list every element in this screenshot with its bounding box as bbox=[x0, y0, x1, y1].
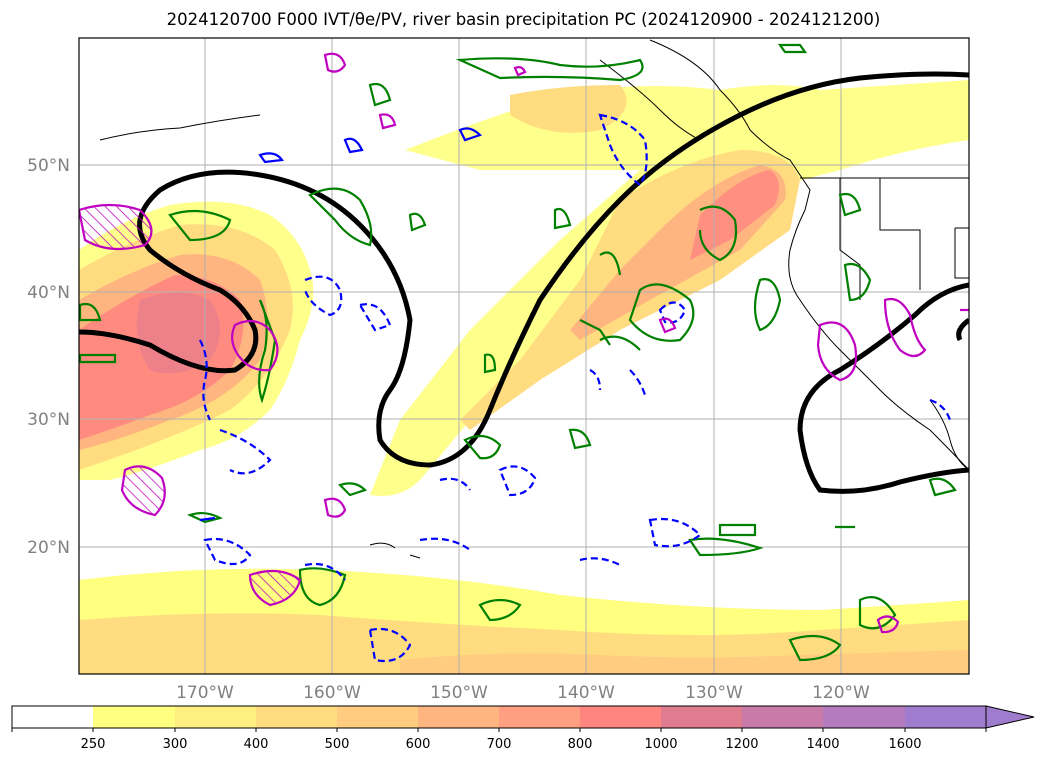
ivt-shading-layer bbox=[79, 80, 969, 674]
lat-label: 50°N bbox=[27, 156, 70, 176]
colorbar-swatch bbox=[580, 706, 661, 728]
colorbar-tick-label: 1400 bbox=[806, 737, 839, 752]
pv-negative-solid-contours bbox=[199, 127, 483, 522]
colorbar-tick-label: 1200 bbox=[725, 737, 758, 752]
colorbar-swatch bbox=[93, 706, 175, 728]
theta-e-contour bbox=[79, 71, 969, 494]
lat-label: 40°N bbox=[27, 283, 70, 303]
colorbar-swatch bbox=[823, 706, 905, 728]
colorbar-swatch bbox=[337, 706, 418, 728]
colorbar-swatch bbox=[175, 706, 256, 728]
lon-label: 120°W bbox=[812, 683, 870, 703]
colorbar: 250 300 400 500 600 700 800 1000 1200 1400 1600 bbox=[11, 705, 1035, 752]
colorbar-tick-label: 600 bbox=[406, 737, 431, 752]
figure-title: 2024120700 F000 IVT/θe/PV, river basin p… bbox=[166, 10, 881, 29]
colorbar-tick-label: 300 bbox=[163, 737, 188, 752]
lon-label: 140°W bbox=[557, 683, 615, 703]
colorbar-tick-label: 400 bbox=[244, 737, 269, 752]
lat-label: 20°N bbox=[27, 538, 70, 558]
colorbar-tick-label: 1000 bbox=[644, 737, 677, 752]
colorbar-swatch bbox=[418, 706, 499, 728]
colorbar-tick-label: 250 bbox=[81, 737, 106, 752]
colorbar-swatch bbox=[256, 706, 337, 728]
colorbar-tick-label: 500 bbox=[325, 737, 350, 752]
colorbar-tick-label: 800 bbox=[568, 737, 593, 752]
lon-label: 130°W bbox=[685, 683, 743, 703]
colorbar-swatch bbox=[499, 706, 580, 728]
colorbar-swatch bbox=[905, 706, 986, 728]
pv-negative-contours bbox=[199, 113, 952, 663]
colorbar-swatch bbox=[12, 706, 93, 728]
colorbar-tick-label: 700 bbox=[487, 737, 512, 752]
lat-label: 30°N bbox=[27, 410, 70, 430]
lon-label: 170°W bbox=[176, 683, 234, 703]
colorbar-swatch bbox=[661, 706, 742, 728]
map-frame bbox=[78, 37, 970, 675]
coastlines-layer bbox=[99, 39, 969, 559]
pv-positive-contours bbox=[79, 43, 957, 662]
precip-pc-contours bbox=[79, 52, 969, 634]
latitude-labels: 50°N 40°N 30°N 20°N bbox=[27, 156, 70, 558]
lon-label: 160°W bbox=[303, 683, 361, 703]
colorbar-tick-label: 1600 bbox=[888, 737, 921, 752]
lon-label: 150°W bbox=[430, 683, 488, 703]
longitude-labels: 170°W 160°W 150°W 140°W 130°W 120°W bbox=[176, 683, 870, 703]
colorbar-swatch bbox=[742, 706, 823, 728]
colorbar-extend-arrow bbox=[985, 705, 1035, 729]
